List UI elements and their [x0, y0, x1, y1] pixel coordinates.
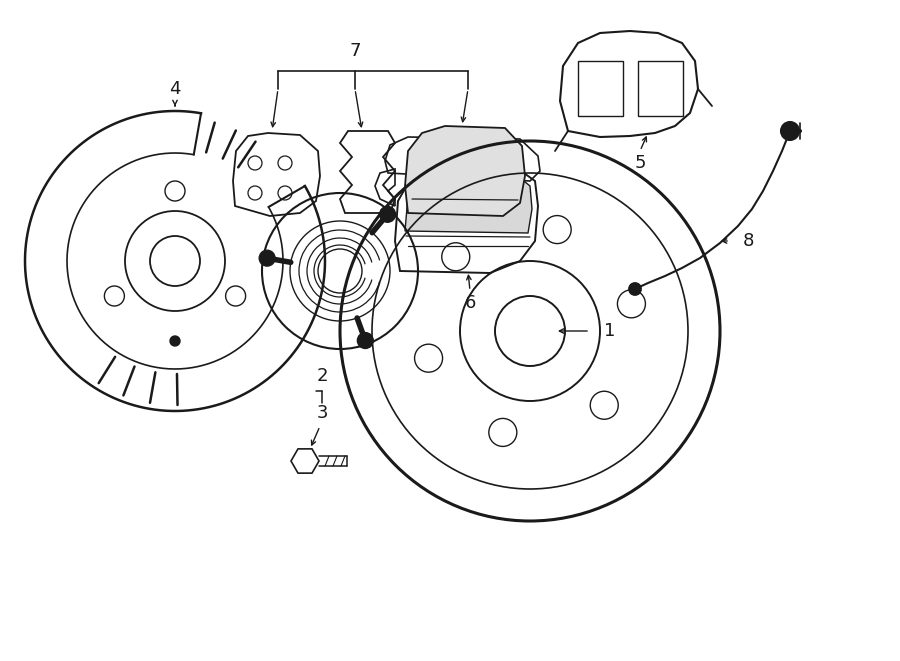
Text: 6: 6 [464, 294, 476, 312]
Polygon shape [233, 133, 320, 216]
Text: 5: 5 [634, 154, 646, 172]
Text: 8: 8 [742, 232, 753, 250]
Text: 3: 3 [316, 404, 328, 422]
Circle shape [629, 283, 641, 295]
Text: 7: 7 [349, 42, 361, 60]
Circle shape [781, 122, 799, 140]
Circle shape [357, 332, 374, 348]
Polygon shape [405, 126, 525, 216]
Text: 4: 4 [169, 80, 181, 98]
Circle shape [380, 206, 396, 222]
Circle shape [170, 336, 180, 346]
Polygon shape [405, 166, 532, 233]
Text: 2: 2 [316, 367, 328, 385]
Polygon shape [291, 449, 319, 473]
Circle shape [259, 250, 275, 266]
Text: 1: 1 [604, 322, 616, 340]
